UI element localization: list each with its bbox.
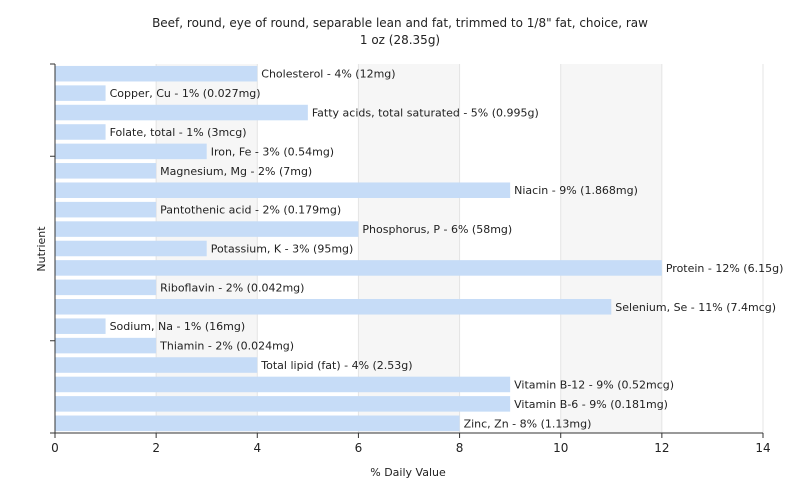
bar (55, 298, 612, 315)
bar-label: Riboflavin - 2% (0.042mg) (160, 281, 304, 294)
bar (55, 337, 157, 354)
x-tick-label: 12 (654, 441, 669, 455)
x-tick-label: 2 (152, 441, 160, 455)
bar (55, 415, 460, 432)
bar-label: Folate, total - 1% (3mcg) (110, 126, 247, 139)
x-tick-label: 14 (755, 441, 770, 455)
bar-label: Copper, Cu - 1% (0.027mg) (110, 87, 261, 100)
bar (55, 376, 511, 393)
bar-label: Vitamin B-12 - 9% (0.52mcg) (514, 378, 674, 391)
bar (55, 240, 207, 257)
bar (55, 163, 157, 179)
bar-label: Magnesium, Mg - 2% (7mg) (160, 165, 312, 178)
bar-label: Phosphorus, P - 6% (58mg) (362, 223, 512, 236)
y-axis-title: Nutrient (35, 226, 48, 272)
bar-label: Pantothenic acid - 2% (0.179mg) (160, 204, 341, 217)
axes-layer: 0 2 4 6 8 10 12 14 (50, 63, 771, 455)
grid-band (560, 64, 662, 433)
x-axis-title: % Daily Value (370, 466, 446, 479)
x-tick-label: 6 (355, 441, 363, 455)
grid-band (358, 64, 460, 433)
bar (55, 396, 511, 412)
x-tick-label: 8 (456, 441, 464, 455)
grid-layer (155, 64, 764, 433)
bar-label: Cholesterol - 4% (12mg) (261, 68, 395, 81)
bar (55, 201, 157, 218)
bar (55, 318, 106, 334)
bar (55, 279, 157, 296)
bar-label: Sodium, Na - 1% (16mg) (110, 320, 246, 333)
bar (55, 104, 308, 121)
bars-layer: Cholesterol - 4% (12mg)Copper, Cu - 1% (… (55, 65, 784, 432)
bar (55, 357, 258, 373)
bar (55, 85, 106, 101)
bar (55, 65, 258, 82)
x-tick-label: 0 (51, 441, 59, 455)
bar-label: Protein - 12% (6.15g) (666, 262, 784, 275)
bar-label: Vitamin B-6 - 9% (0.181mg) (514, 398, 668, 411)
x-tick-label: 4 (253, 441, 261, 455)
bar-label: Selenium, Se - 11% (7.4mcg) (615, 301, 776, 314)
bar-label: Fatty acids, total saturated - 5% (0.995… (312, 107, 539, 120)
chart-title: Beef, round, eye of round, separable lea… (152, 16, 648, 30)
bar (55, 260, 662, 276)
x-tick-label: 10 (553, 441, 568, 455)
bar (55, 124, 106, 140)
bar-label: Potassium, K - 3% (95mg) (211, 243, 354, 256)
bar-label: Zinc, Zn - 8% (1.13mg) (464, 417, 592, 430)
chart-subtitle: 1 oz (28.35g) (360, 33, 440, 47)
bar-label: Thiamin - 2% (0.024mg) (159, 340, 294, 353)
bar (55, 182, 511, 199)
bar (55, 143, 207, 160)
bar-label: Iron, Fe - 3% (0.54mg) (211, 145, 334, 158)
bar-label: Total lipid (fat) - 4% (2.53g) (260, 359, 412, 372)
bar-label: Niacin - 9% (1.868mg) (514, 184, 638, 197)
bar (55, 221, 359, 237)
